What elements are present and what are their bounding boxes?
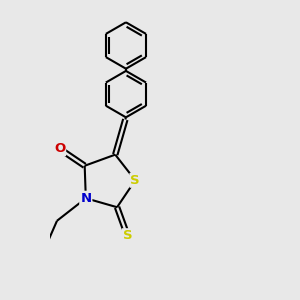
Text: N: N xyxy=(80,192,92,205)
Text: S: S xyxy=(123,229,132,242)
Text: O: O xyxy=(54,142,65,155)
Text: S: S xyxy=(130,174,140,187)
